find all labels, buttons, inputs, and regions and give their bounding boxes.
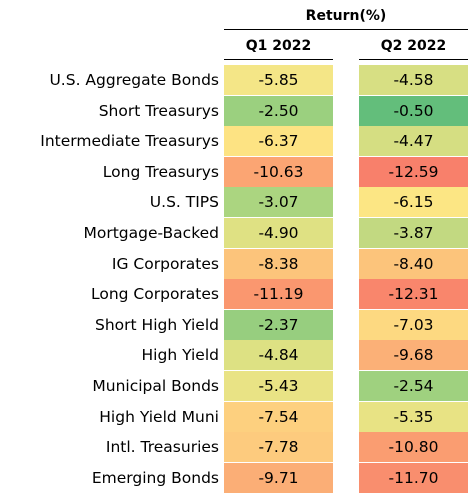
- cell-q1: -7.78: [224, 432, 333, 463]
- row-label: Long Treasurys: [102, 162, 219, 181]
- cell-q2: -11.70: [359, 462, 468, 493]
- cell-q1: -4.90: [224, 218, 333, 248]
- cell-q1: -11.19: [224, 279, 333, 310]
- cell-q2: -0.50: [359, 95, 468, 126]
- cell-q2: -4.58: [359, 65, 468, 95]
- table-title: Return(%): [305, 8, 387, 24]
- cell-q2: -2.54: [359, 371, 468, 401]
- row-label: U.S. TIPS: [149, 193, 219, 212]
- cell-q1: -6.37: [224, 126, 333, 157]
- row-label: Intermediate Treasurys: [40, 132, 219, 151]
- cell-q1: -4.84: [224, 340, 333, 371]
- cell-q2: -9.68: [359, 340, 468, 371]
- cell-q1: -2.50: [224, 95, 333, 126]
- row-label: U.S. Aggregate Bonds: [49, 71, 219, 89]
- row-label: Emerging Bonds: [91, 468, 219, 487]
- cell-q2: -5.35: [359, 401, 468, 432]
- cell-q2: -12.31: [359, 279, 468, 310]
- cell-q1: -3.07: [224, 187, 333, 218]
- column-header-q1: Q1 2022: [245, 38, 312, 54]
- cell-q1: -10.63: [224, 156, 333, 187]
- cell-q2: -4.47: [359, 126, 468, 157]
- row-label: Municipal Bonds: [92, 377, 219, 395]
- cell-q2: -6.15: [359, 187, 468, 218]
- cell-q1: -5.85: [224, 65, 333, 95]
- row-label: High Yield Muni: [99, 407, 219, 426]
- column-header-q2: Q2 2022: [380, 38, 447, 54]
- cell-q1: -2.37: [224, 309, 333, 340]
- cell-q1: -5.43: [224, 371, 333, 401]
- cell-q2: -12.59: [359, 156, 468, 187]
- cell-q1: -7.54: [224, 401, 333, 432]
- row-label: High Yield: [141, 346, 219, 365]
- column-header-q2-underline: [359, 59, 468, 60]
- title-underline: [224, 29, 468, 30]
- row-label: Short High Yield: [95, 315, 219, 334]
- column-header-q1-underline: [224, 59, 333, 60]
- cell-q1: -9.71: [224, 462, 333, 493]
- cell-q2: -7.03: [359, 309, 468, 340]
- row-label: IG Corporates: [111, 254, 219, 273]
- cell-q2: -8.40: [359, 248, 468, 279]
- row-label: Mortgage-Backed: [83, 224, 219, 242]
- row-label: Short Treasurys: [98, 101, 219, 120]
- cell-q2: -3.87: [359, 218, 468, 248]
- cell-q2: -10.80: [359, 432, 468, 463]
- row-label: Intl. Treasuries: [105, 438, 219, 457]
- row-label: Long Corporates: [91, 285, 219, 304]
- cell-q1: -8.38: [224, 248, 333, 279]
